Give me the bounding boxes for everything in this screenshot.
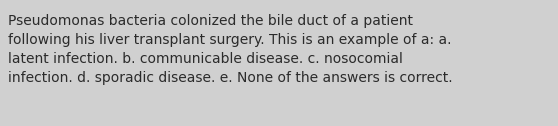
Text: Pseudomonas bacteria colonized the bile duct of a patient
following his liver tr: Pseudomonas bacteria colonized the bile … bbox=[8, 14, 453, 85]
